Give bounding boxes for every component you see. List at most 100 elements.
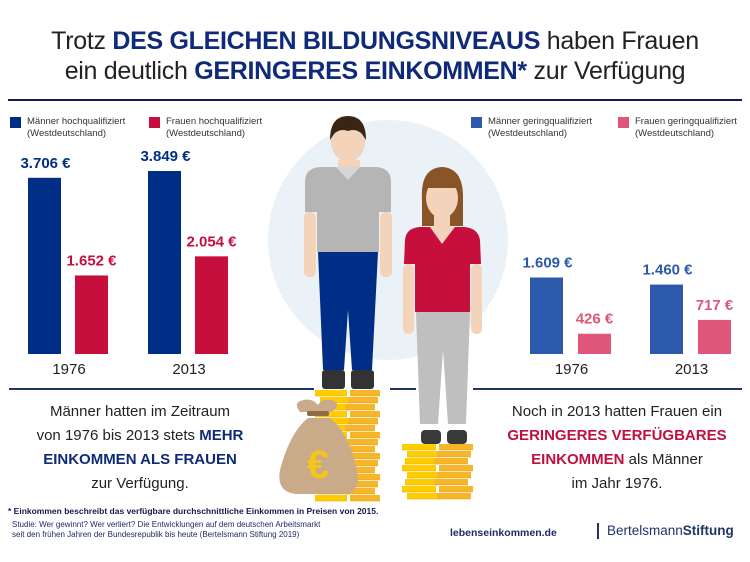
year-label: 1976 bbox=[52, 361, 85, 378]
legend-swatch bbox=[149, 117, 160, 128]
year-label: 1976 bbox=[555, 361, 588, 378]
bar-value-label: 3.706 € bbox=[20, 155, 71, 172]
study-line: Studie: Wer gewinnt? Wer verliert? Die E… bbox=[12, 520, 321, 529]
legend-sublabel: (Westdeutschland) bbox=[635, 128, 715, 139]
coin bbox=[402, 486, 436, 492]
legend-women-high: Frauen hochqualifiziert (Westdeutschland) bbox=[149, 116, 262, 140]
coin bbox=[315, 495, 347, 501]
headline-line-2: ein deutlich GERINGERES EINKOMMEN* zur V… bbox=[0, 56, 750, 86]
coin bbox=[315, 411, 347, 417]
legend-men-low: Männer geringqualifiziert (Westdeutschlan… bbox=[471, 116, 592, 140]
woman-figure bbox=[403, 167, 482, 444]
coin bbox=[350, 495, 380, 501]
legend-label: Männer geringqualifiziert bbox=[488, 116, 593, 127]
headline-line-1: Trotz DES GLEICHEN BILDUNGSNIVEAUS haben… bbox=[0, 26, 750, 56]
legend-sublabel: (Westdeutschland) bbox=[166, 128, 246, 139]
bar-value-label: 1.460 € bbox=[642, 262, 693, 279]
coin bbox=[345, 425, 375, 431]
coin bbox=[315, 390, 347, 396]
coin bbox=[348, 439, 378, 445]
woman-shirt bbox=[404, 227, 481, 312]
coin bbox=[434, 479, 468, 485]
coin bbox=[345, 488, 375, 494]
caption-line: Noch in 2013 hatten Frauen ein bbox=[511, 403, 723, 420]
coin bbox=[348, 460, 378, 466]
headline: Trotz DES GLEICHEN BILDUNGSNIVEAUS haben… bbox=[0, 26, 750, 86]
coin bbox=[402, 465, 436, 471]
caption-line: im Jahr 1976. bbox=[571, 475, 663, 492]
coin bbox=[348, 481, 378, 487]
bar-women-1976 bbox=[75, 275, 108, 354]
coin bbox=[350, 453, 380, 459]
mid-divider-left bbox=[9, 388, 314, 390]
headline-text: zur Verfügung bbox=[526, 57, 686, 85]
coin bbox=[439, 486, 473, 492]
coin bbox=[434, 458, 468, 464]
caption-left: Männer hatten im Zeitraum von 1976 bis 2… bbox=[20, 400, 260, 496]
caption-line: Männer hatten im Zeitraum bbox=[49, 403, 231, 420]
year-label: 2013 bbox=[172, 361, 205, 378]
bar-women-2013 bbox=[195, 256, 228, 354]
bar-men-1976 bbox=[28, 177, 61, 354]
bar-men-2013 bbox=[650, 284, 683, 354]
bar-value-label: 426 € bbox=[576, 311, 614, 328]
man-shirt bbox=[305, 167, 391, 252]
coin bbox=[437, 472, 471, 478]
caption-emphasis: MEHR bbox=[199, 427, 244, 444]
website-link[interactable]: lebenseinkommen.de bbox=[450, 527, 557, 539]
headline-text: ein deutlich bbox=[64, 57, 195, 85]
coin bbox=[320, 418, 352, 424]
legend-swatch bbox=[471, 117, 482, 128]
top-divider bbox=[8, 99, 742, 101]
legend-women-low: Frauen geringqualifiziert (Westdeutschlan… bbox=[618, 116, 737, 140]
legend-swatch bbox=[618, 117, 629, 128]
coin bbox=[407, 451, 441, 457]
bar-value-label: 3.849 € bbox=[140, 148, 191, 165]
man-figure bbox=[304, 116, 392, 389]
coin bbox=[437, 451, 471, 457]
year-label: 2013 bbox=[675, 361, 708, 378]
legend-men-high: Männer hochqualifiziert (Westdeutschland) bbox=[10, 116, 125, 140]
chart-low-qualified: 1.609 € 426 € 1976 1.460 € 717 € 2013 bbox=[522, 255, 733, 378]
caption-emphasis: GERINGERES VERFÜGBARES bbox=[507, 427, 727, 444]
study-reference: Studie: Wer gewinnt? Wer verliert? Die E… bbox=[12, 520, 352, 540]
bar-women-2013 bbox=[698, 319, 731, 354]
legend-swatch bbox=[10, 117, 21, 128]
money-bag-icon: € bbox=[279, 399, 358, 494]
headline-emphasis: GERINGERES EINKOMMEN* bbox=[194, 57, 527, 85]
legend-label: Frauen geringqualifiziert bbox=[635, 116, 737, 127]
caption-line: zur Verfügung. bbox=[91, 475, 189, 492]
coin bbox=[348, 418, 378, 424]
bar-men-2013 bbox=[148, 171, 181, 354]
coin bbox=[407, 472, 441, 478]
coin bbox=[350, 411, 380, 417]
coin bbox=[345, 404, 375, 410]
bar-value-label: 717 € bbox=[696, 297, 734, 314]
coin bbox=[405, 458, 439, 464]
bar-value-label: 2.054 € bbox=[186, 233, 237, 250]
brand-name-bold: Stiftung bbox=[682, 523, 734, 538]
coin bbox=[320, 397, 352, 403]
chart-high-qualified: 3.706 € 1.652 € 1976 3.849 € 2.054 € 2013 bbox=[20, 148, 237, 378]
coin bbox=[405, 479, 439, 485]
woman-trousers bbox=[416, 312, 470, 424]
headline-text: haben Frauen bbox=[540, 27, 699, 55]
coin bbox=[350, 474, 380, 480]
bar-women-1976 bbox=[578, 333, 611, 354]
coin bbox=[350, 432, 380, 438]
coin bbox=[437, 493, 471, 499]
coin bbox=[348, 397, 378, 403]
man-hair bbox=[330, 116, 366, 140]
study-line: seit den frühen Jahren der Bundesrepubli… bbox=[12, 530, 300, 539]
bar-value-label: 1.609 € bbox=[522, 255, 573, 272]
coin bbox=[350, 390, 380, 396]
caption-text: von 1976 bis 2013 stets bbox=[36, 427, 200, 444]
man-trousers bbox=[318, 252, 378, 370]
coin-stack-women bbox=[402, 444, 473, 500]
caption-text: als Männer bbox=[624, 451, 703, 468]
bar-men-1976 bbox=[530, 277, 563, 354]
headline-emphasis: DES GLEICHEN BILDUNGSNIVEAUS bbox=[112, 27, 541, 55]
brand-name: Bertelsmann bbox=[607, 523, 683, 538]
caption-right: Noch in 2013 hatten Frauen ein GERINGERE… bbox=[497, 400, 737, 496]
